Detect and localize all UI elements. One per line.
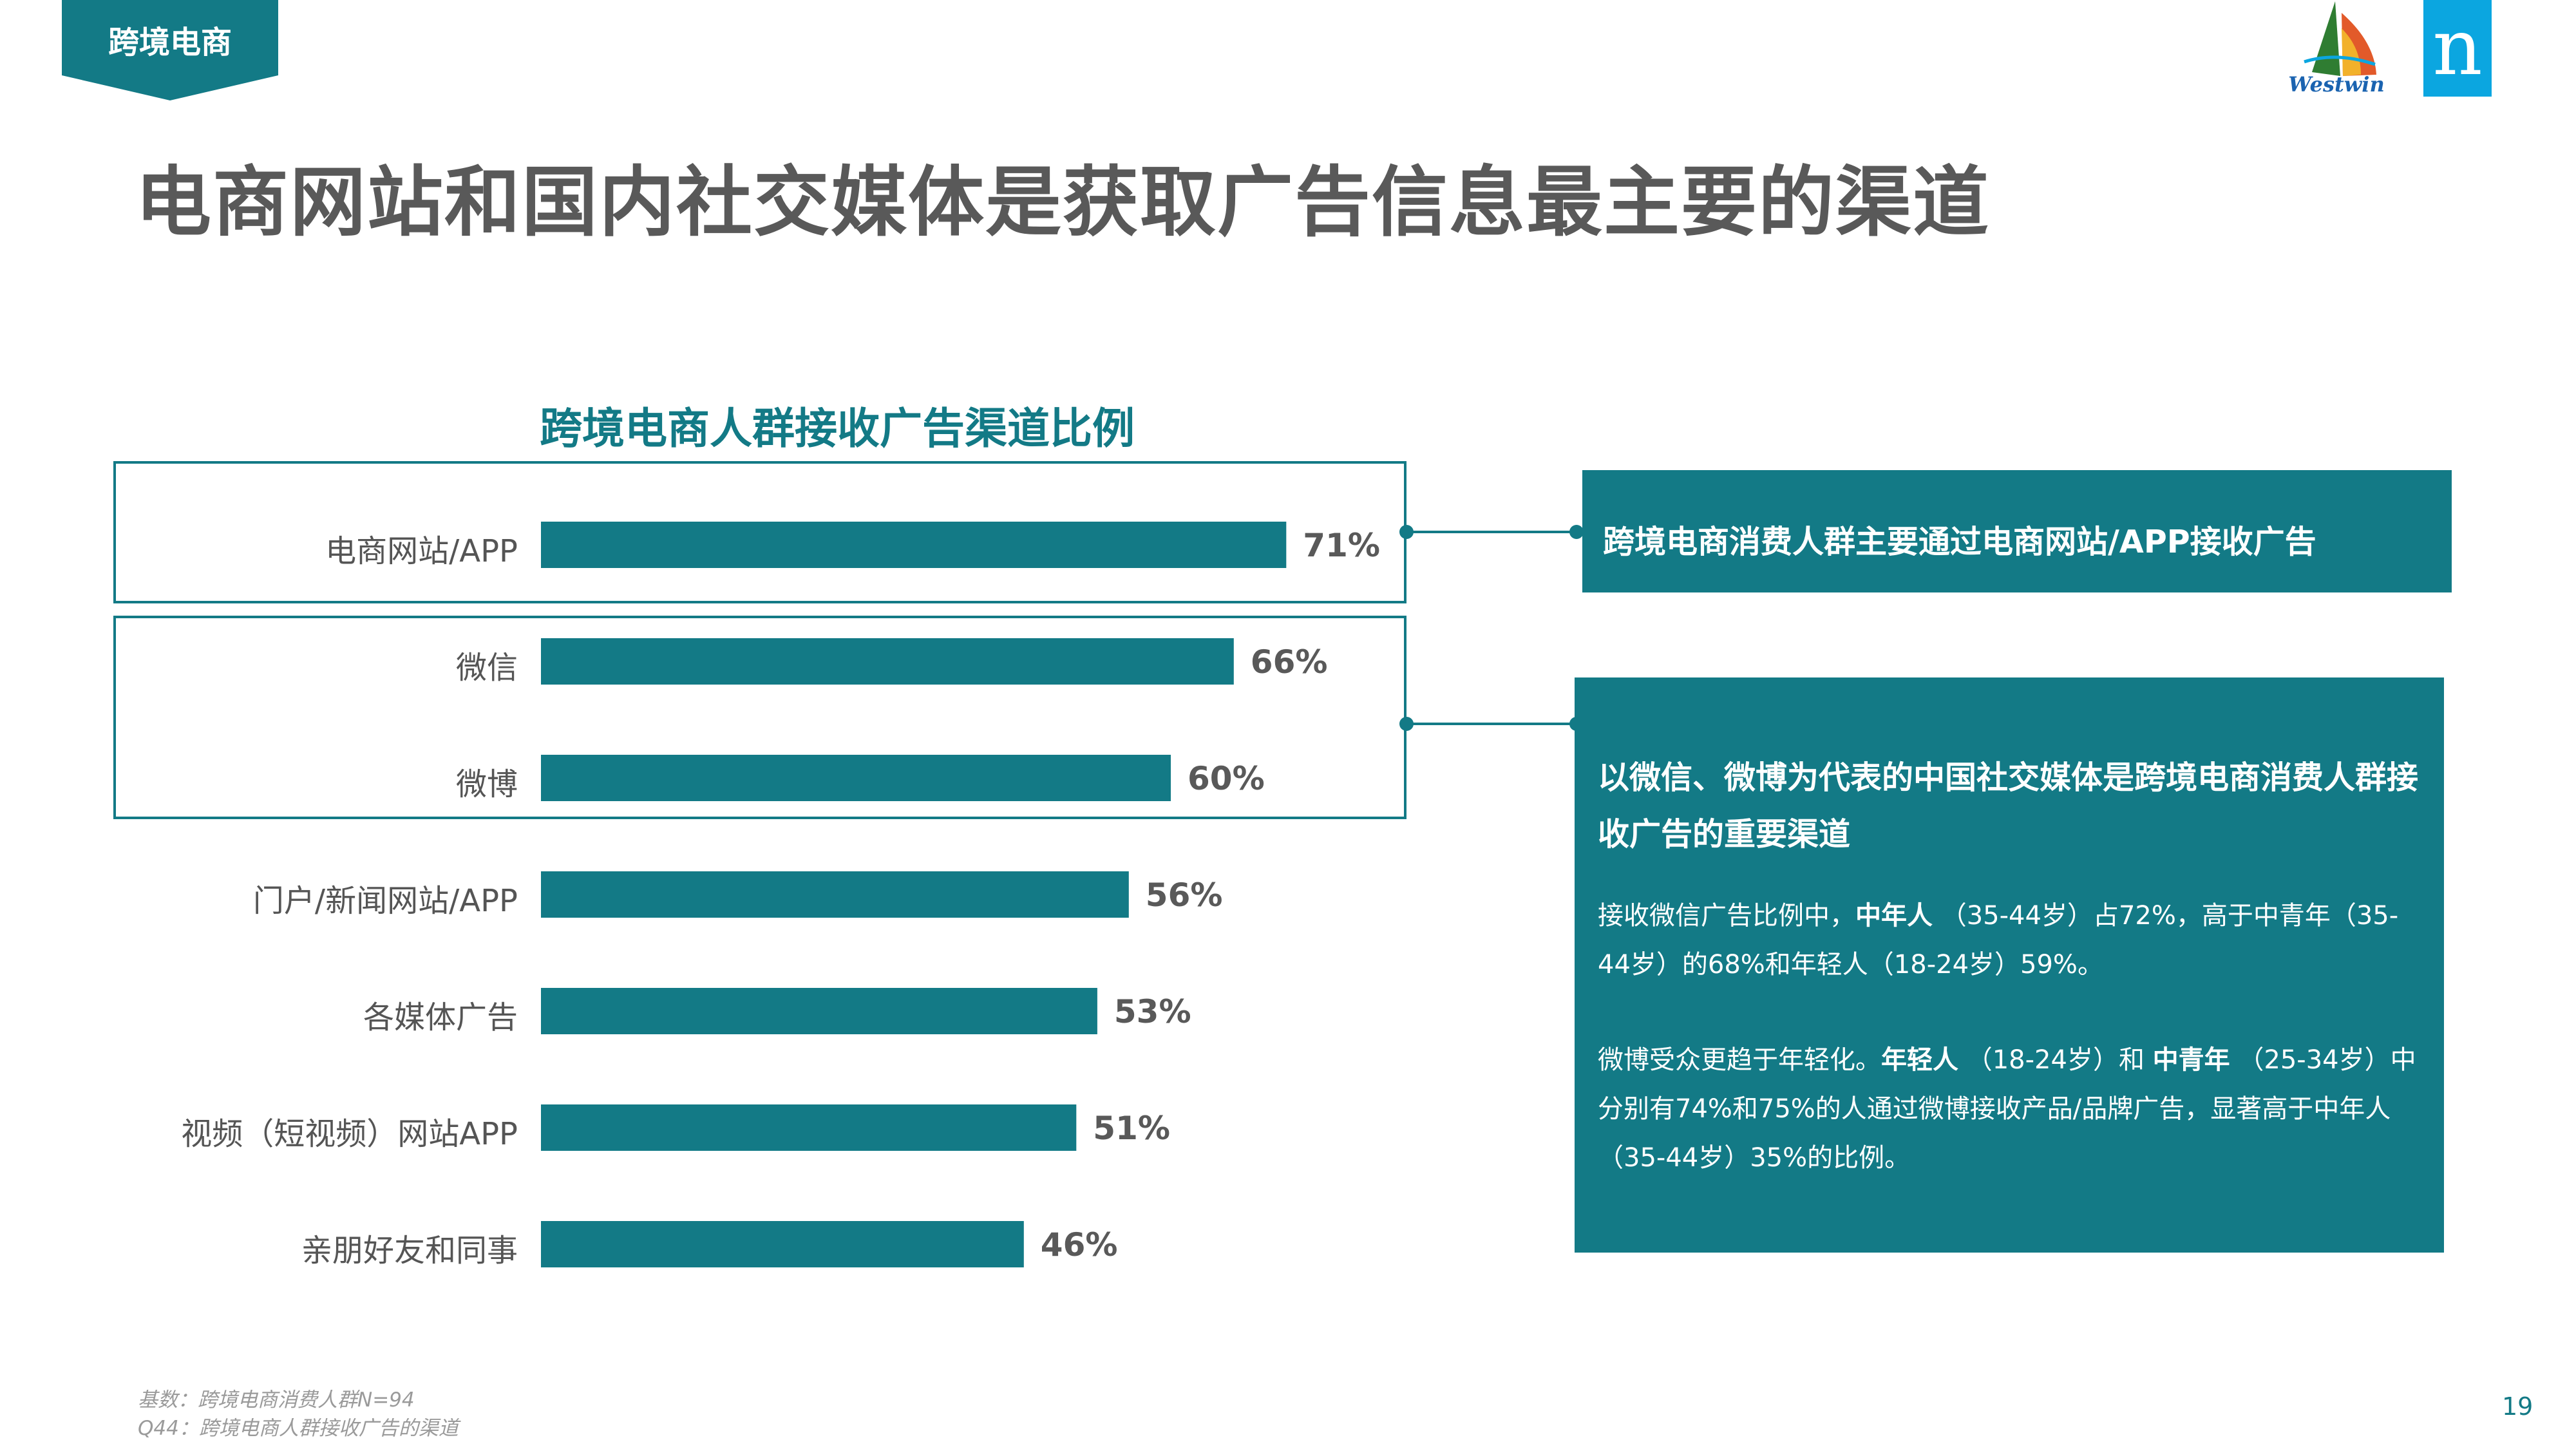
callout-ecommerce: 跨境电商消费人群主要通过电商网站/APP接收广告 — [1582, 470, 2452, 592]
weibo-para-text: 微博受众更趋于年轻化。 — [1598, 1045, 1881, 1075]
value-label-6: 51% — [1093, 1110, 1170, 1147]
callout-wechat-paragraph: 接收微信广告比例中，中年人 （35-44岁）占72%，高于中青年（35-44岁）… — [1598, 891, 2418, 989]
footnote-base: 基数：跨境电商消费人群N=94 — [138, 1388, 415, 1412]
westwin-logo: Westwin — [2278, 0, 2394, 97]
bar-3 — [541, 755, 1171, 801]
value-label-4: 56% — [1146, 876, 1223, 914]
bar-6 — [541, 1104, 1077, 1151]
callout-ecommerce-text: 跨境电商消费人群主要通过电商网站/APP接收广告 — [1603, 524, 2316, 560]
footnote-question: Q44：跨境电商人群接收广告的渠道 — [138, 1417, 459, 1440]
callout-weibo-paragraph: 微博受众更趋于年轻化。年轻人 （18-24岁）和 中青年 （25-34岁）中分别… — [1598, 1036, 2418, 1182]
category-label-7: 亲朋好友和同事 — [301, 1233, 518, 1269]
bar-1 — [541, 522, 1287, 568]
chart-title: 跨境电商人群接收广告渠道比例 — [540, 404, 1135, 453]
weibo-para-bold-young: 年轻人 — [1881, 1045, 1958, 1075]
category-label-2: 微信 — [456, 650, 518, 686]
nielsen-logo: n — [2423, 0, 2492, 97]
value-label-7: 46% — [1041, 1226, 1118, 1264]
category-label-5: 各媒体广告 — [363, 999, 518, 1036]
value-label-3: 60% — [1188, 760, 1265, 797]
value-label-2: 66% — [1251, 643, 1328, 681]
category-label-1: 电商网站/APP — [325, 533, 518, 569]
bar-4 — [541, 871, 1129, 918]
footnote: 基数：跨境电商消费人群N=94 Q44：跨境电商人群接收广告的渠道 — [138, 1386, 459, 1443]
connector-dot-right-1 — [1569, 525, 1584, 539]
bar-5 — [541, 988, 1097, 1034]
value-label-1: 71% — [1303, 527, 1380, 564]
value-label-5: 53% — [1114, 993, 1191, 1030]
connector-dot-left-1 — [1399, 525, 1414, 539]
bar-2 — [541, 638, 1234, 685]
category-label-6: 视频（短视频）网站APP — [181, 1116, 518, 1152]
page-title: 电商网站和国内社交媒体是获取广告信息最主要的渠道 — [135, 158, 1991, 247]
connector-dot-left-2 — [1399, 717, 1414, 731]
wechat-para-text: 接收微信广告比例中， — [1598, 901, 1855, 931]
weibo-para-bold-youngmid: 中青年 — [2152, 1045, 2230, 1075]
weibo-para-text-end: （25-34岁）中分别有74%和75%的人通过微博接收产品/品牌广告，显著高于中… — [1598, 1045, 2416, 1173]
category-label-3: 微博 — [456, 766, 518, 802]
page-number: 19 — [2502, 1392, 2533, 1421]
callout-social-media: 以微信、微博为代表的中国社交媒体是跨境电商消费人群接收广告的重要渠道 接收微信广… — [1575, 677, 2444, 1253]
wechat-para-bold: 中年人 — [1855, 901, 1933, 931]
section-tag: 跨境电商 — [62, 0, 278, 100]
section-tag-label: 跨境电商 — [108, 24, 232, 61]
bar-7 — [541, 1221, 1024, 1267]
westwin-sail-icon: Westwin — [2288, 1, 2385, 97]
weibo-para-text-mid: （18-24岁）和 — [1958, 1045, 2153, 1075]
callout-social-heading: 以微信、微博为代表的中国社交媒体是跨境电商消费人群接收广告的重要渠道 — [1598, 759, 2419, 853]
category-label-4: 门户/新闻网站/APP — [253, 883, 518, 919]
wechat-para-text-end: （35-44岁）占72%，高于中青年（35-44岁）的68%和年轻人（18-24… — [1598, 901, 2399, 980]
westwin-wordmark: Westwin — [2288, 72, 2384, 97]
